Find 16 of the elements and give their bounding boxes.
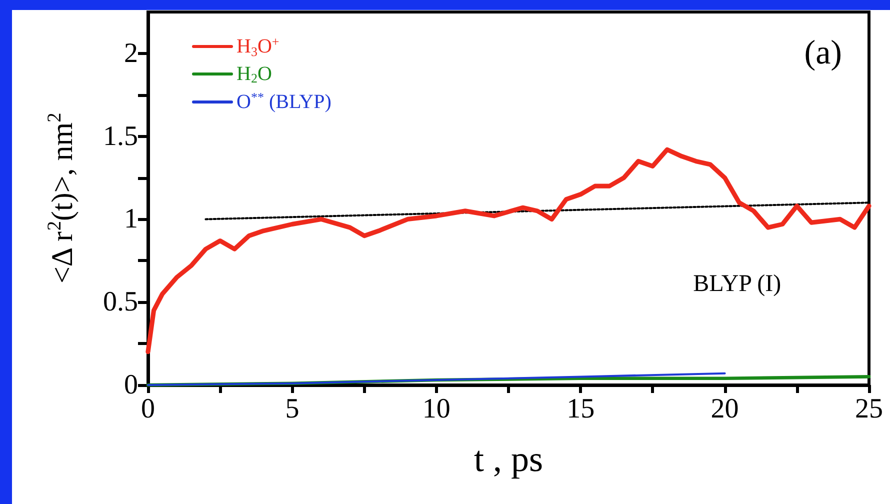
x-tick-label: 20 — [710, 394, 739, 424]
legend-label: H2O — [236, 63, 272, 86]
annotation: (a) — [804, 34, 842, 72]
y-tick-label: 0 — [124, 370, 138, 400]
x-tick-label: 10 — [422, 394, 450, 424]
annotation: BLYP (I) — [693, 271, 782, 297]
x-axis-title: t , ps — [474, 439, 544, 479]
y-tick-label: 1 — [124, 204, 138, 235]
x-tick-label: 25 — [855, 394, 883, 424]
legend-label: O** (BLYP) — [236, 90, 332, 113]
y-tick-label: 0.5 — [103, 286, 138, 318]
y-tick-label: 1.5 — [103, 120, 138, 152]
x-tick-label: 5 — [285, 394, 300, 424]
y-axis-title: <Δ r2(t)>, nm2 — [44, 112, 79, 284]
x-tick-label: 15 — [566, 394, 595, 424]
y-tick-label: 2 — [124, 38, 138, 69]
